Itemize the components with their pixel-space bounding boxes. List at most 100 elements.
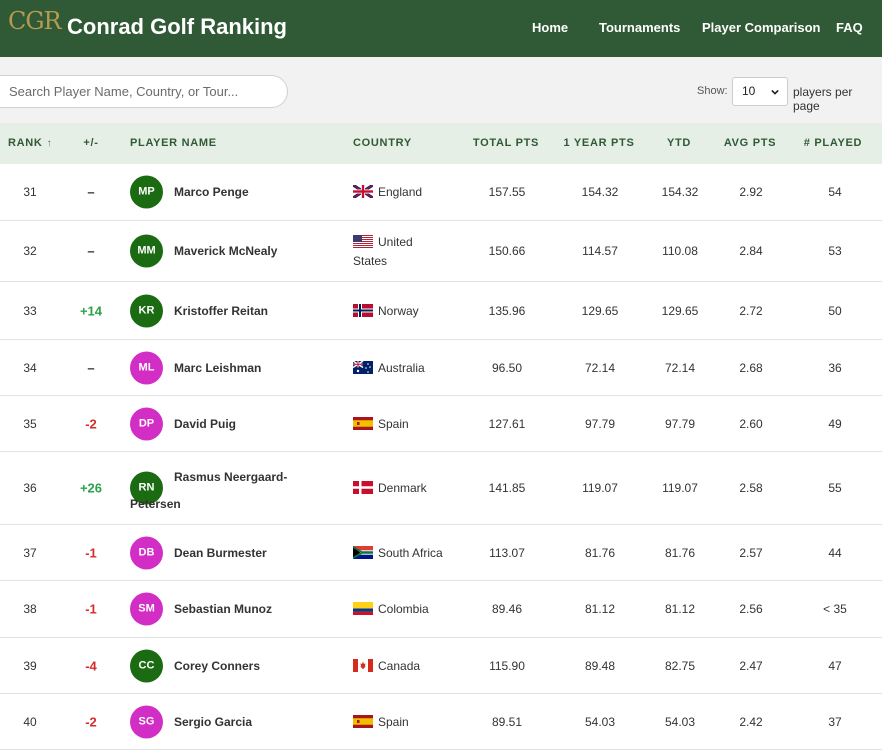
played-cell: 53 — [828, 244, 842, 258]
page-size-select[interactable]: 10 — [732, 77, 788, 106]
table-row[interactable]: 34 – ML Marc Leishman Australia 96.50 72… — [0, 340, 882, 396]
flag-usa-icon — [353, 235, 373, 248]
player-country: Canada — [353, 658, 420, 673]
rank-change: -2 — [85, 714, 97, 729]
nav-home[interactable]: Home — [532, 20, 569, 35]
col-player-name[interactable]: PLAYER NAME — [130, 137, 217, 149]
ytd-cell: 129.65 — [661, 303, 699, 318]
player-country: United States — [353, 235, 413, 268]
player-name[interactable]: Rasmus Neergaard- Petersen — [130, 470, 288, 511]
player-name[interactable]: Sebastian Munoz — [174, 602, 273, 616]
flag-aus-icon — [352, 359, 373, 374]
rank-cell: 32 — [23, 244, 37, 258]
col-1-year-pts[interactable]: 1 YEAR PTS — [563, 137, 635, 149]
logo[interactable]: CGR — [8, 7, 62, 35]
avatar: CC — [130, 649, 163, 682]
nav-player-comparison[interactable]: Player Comparison — [702, 20, 821, 35]
table-row[interactable]: 37 -1 DB Dean Burmester South Africa 113… — [0, 525, 882, 581]
nav-tournaments[interactable]: Tournaments — [599, 20, 681, 35]
avg-pts-cell: 2.68 — [739, 360, 763, 375]
col-ytd[interactable]: YTD — [666, 137, 692, 149]
avatar: KR — [130, 294, 163, 327]
year-pts-cell: 114.57 — [582, 244, 618, 258]
year-pts-cell: 97.79 — [584, 416, 616, 431]
flag-rsa-icon — [353, 545, 373, 559]
table-header: RANK ↑ +/- PLAYER NAME COUNTRY TOTAL PTS … — [0, 123, 882, 164]
avatar: DB — [130, 536, 163, 569]
rank-change: – — [87, 243, 95, 259]
table-row[interactable]: 40 -2 SG Sergio Garcia Spain 89.51 54.03… — [0, 694, 882, 750]
ytd-cell: 110.08 — [662, 244, 698, 258]
total-pts-cell: 127.61 — [488, 416, 526, 431]
table-row[interactable]: 32 – MM Maverick McNealy United States 15… — [0, 221, 882, 282]
avg-pts-cell: 2.72 — [739, 303, 763, 318]
total-pts-cell: 113.07 — [489, 545, 525, 560]
rank-cell: 33 — [23, 303, 37, 318]
avatar: SM — [130, 592, 163, 626]
flag-esp-icon — [353, 416, 373, 430]
total-pts-cell: 141.85 — [488, 481, 526, 495]
col-avg-pts[interactable]: AVG PTS — [723, 137, 777, 149]
player-country: South Africa — [353, 545, 443, 560]
col-change[interactable]: +/- — [83, 137, 99, 149]
col-played[interactable]: # PLAYED — [803, 137, 863, 149]
player-name[interactable]: David Puig — [174, 416, 237, 431]
table-row[interactable]: 36 +26 RN Rasmus Neergaard- Petersen Denm… — [0, 452, 882, 525]
rank-cell: 34 — [23, 360, 37, 375]
year-pts-cell: 81.76 — [584, 545, 616, 560]
table-row[interactable]: 33 +14 KR Kristoffer Reitan Norway 135.9… — [0, 282, 882, 340]
played-cell: 36 — [828, 360, 842, 375]
table-row[interactable]: 38 -1 SM Sebastian Munoz Colombia 89.46 … — [0, 581, 882, 638]
player-name[interactable]: Marc Leishman — [174, 360, 262, 375]
rank-change: – — [87, 184, 95, 200]
nav-faq[interactable]: FAQ — [836, 20, 863, 35]
avatar: MM — [130, 234, 163, 268]
total-pts-cell: 150.66 — [488, 244, 526, 258]
total-pts-cell: 135.96 — [488, 303, 526, 318]
ytd-cell: 97.79 — [664, 416, 696, 431]
avg-pts-cell: 2.57 — [739, 545, 763, 560]
ytd-cell: 81.76 — [664, 545, 696, 560]
rank-change: -1 — [85, 545, 97, 560]
chevron-down-icon — [771, 89, 779, 95]
year-pts-cell: 54.03 — [584, 714, 616, 729]
avatar: DP — [130, 407, 163, 440]
ytd-cell: 72.14 — [664, 360, 696, 375]
played-cell: < 35 — [823, 602, 847, 616]
player-name[interactable]: Kristoffer Reitan — [174, 303, 269, 318]
avg-pts-cell: 2.92 — [739, 185, 763, 199]
total-pts-cell: 96.50 — [491, 360, 523, 375]
played-cell: 50 — [828, 303, 842, 318]
player-country: Denmark — [353, 481, 427, 495]
rank-cell: 38 — [23, 602, 37, 616]
ytd-cell: 81.12 — [664, 602, 696, 616]
player-name[interactable]: Sergio Garcia — [174, 714, 253, 729]
table-row[interactable]: 39 -4 CC Corey Conners Canada 115.90 89.… — [0, 638, 882, 694]
table-row[interactable]: 31 – MP Marco Penge England 157.55 154.3… — [0, 164, 882, 221]
year-pts-cell: 154.32 — [581, 185, 619, 199]
rank-change: -2 — [85, 416, 97, 431]
col-rank[interactable]: RANK ↑ — [8, 137, 53, 149]
year-pts-cell: 129.65 — [581, 303, 619, 318]
player-country: England — [352, 183, 422, 200]
brand-title[interactable]: Conrad Golf Ranking — [67, 14, 287, 39]
played-cell: 54 — [828, 185, 842, 199]
avg-pts-cell: 2.47 — [739, 658, 763, 673]
table-row[interactable]: 35 -2 DP David Puig Spain 127.61 97.79 9… — [0, 396, 882, 452]
col-country[interactable]: COUNTRY — [353, 137, 412, 149]
flag-nor-icon — [353, 303, 373, 317]
avg-pts-cell: 2.42 — [739, 714, 763, 729]
year-pts-cell: 119.07 — [582, 481, 618, 495]
col-total-pts[interactable]: TOTAL PTS — [472, 137, 540, 149]
flag-den-icon — [353, 481, 373, 494]
player-name[interactable]: Corey Conners — [174, 658, 261, 673]
player-name[interactable]: Maverick McNealy — [174, 244, 278, 258]
rankings-table: RANK ↑ +/- PLAYER NAME COUNTRY TOTAL PTS … — [0, 123, 882, 750]
avg-pts-cell: 2.84 — [739, 244, 763, 258]
search-input[interactable] — [0, 75, 288, 108]
played-cell: 55 — [828, 481, 842, 495]
player-name[interactable]: Dean Burmester — [174, 545, 267, 560]
flag-col-icon — [353, 602, 373, 615]
rank-cell: 37 — [23, 545, 37, 560]
player-name[interactable]: Marco Penge — [174, 185, 249, 199]
